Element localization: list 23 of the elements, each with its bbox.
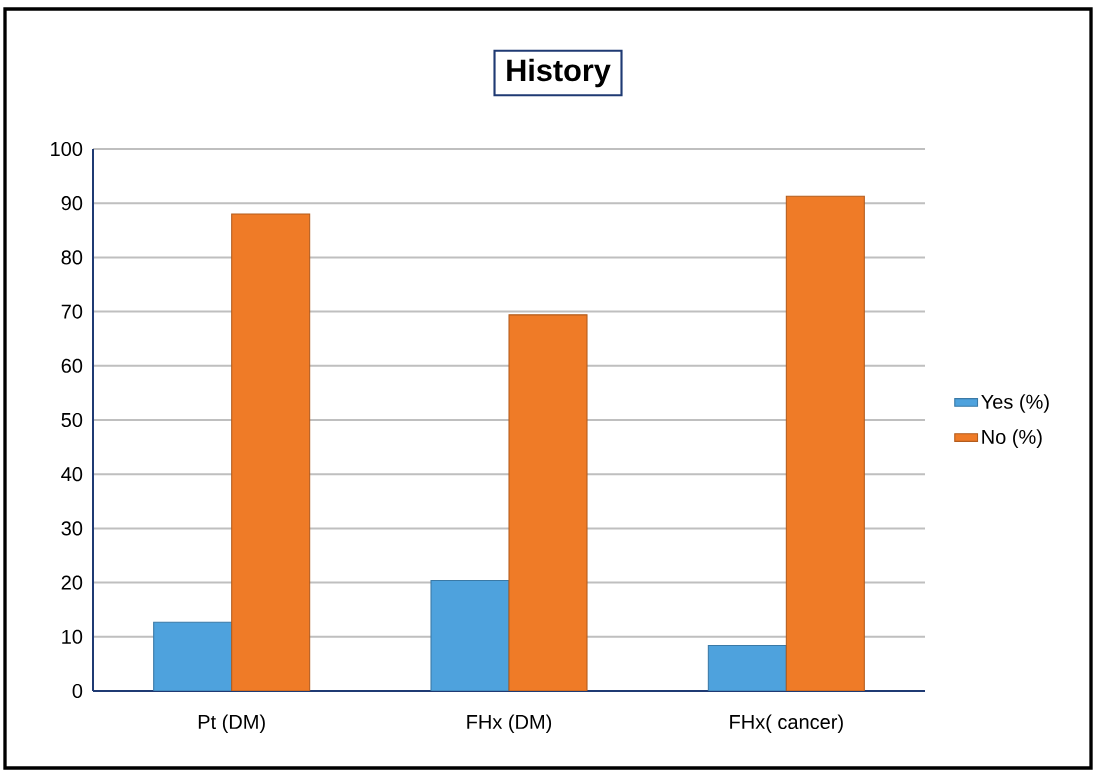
y-tick-label: 80 <box>61 250 83 265</box>
y-tick-label: 70 <box>61 304 83 319</box>
legend-label: Yes (%) <box>981 394 1049 413</box>
y-tick-label: 40 <box>61 467 83 482</box>
bar <box>707 644 787 691</box>
bar <box>430 579 510 691</box>
y-tick-label: 100 <box>51 141 83 157</box>
bar <box>153 621 233 691</box>
chart-title: History <box>507 58 611 88</box>
y-tick-label: 20 <box>61 575 83 590</box>
y-tick-label: 60 <box>61 358 83 373</box>
x-tick-label: FHx (DM) <box>467 714 552 734</box>
x-tick-label: Pt (DM) <box>198 714 265 734</box>
bar <box>231 213 311 691</box>
bar <box>785 195 865 691</box>
bar <box>508 314 588 691</box>
x-tick-label: FHx( cancer) <box>730 714 843 734</box>
y-tick-label: 0 <box>72 683 83 699</box>
y-tick-label: 10 <box>62 629 83 644</box>
legend-label: No (%) <box>982 429 1042 448</box>
y-tick-label: 90 <box>61 196 83 211</box>
y-tick-label: 30 <box>61 521 83 536</box>
y-tick-label: 50 <box>61 412 83 428</box>
